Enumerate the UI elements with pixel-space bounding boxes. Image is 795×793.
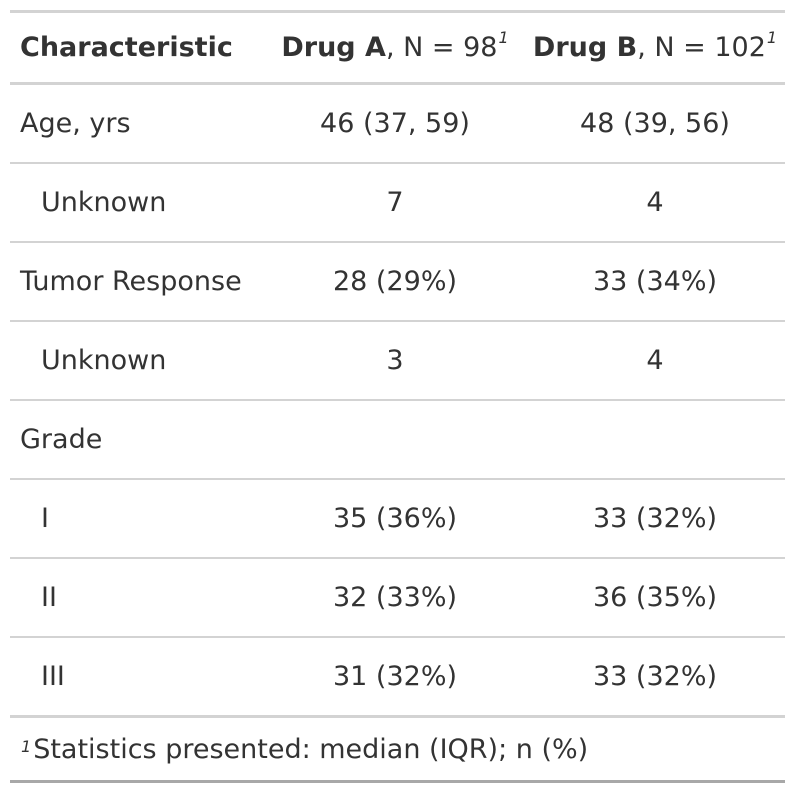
drug-a-cell: 7 — [386, 187, 404, 218]
row-label: I — [41, 503, 49, 534]
drug-a-cell: 35 (36%) — [332, 503, 458, 534]
drug-b-cell: 4 — [646, 345, 664, 376]
drug-b-cell — [525, 400, 785, 479]
table-header: Characteristic Drug A, N = 981 Drug B, N… — [10, 11, 785, 84]
summary-table-container: Characteristic Drug A, N = 981 Drug B, N… — [10, 10, 785, 783]
row-label: Unknown — [41, 187, 167, 218]
drug-b-header-name: Drug B — [532, 32, 638, 63]
drug-a-header-count: , N = 98 — [385, 32, 498, 63]
table-footnote: 1 Statistics presented: median (IQR); n … — [10, 718, 785, 783]
table-row: II 32 (33%) 36 (35%) — [10, 558, 785, 637]
footnote-mark: 1 — [21, 736, 32, 756]
drug-b-cell: 33 (32%) — [592, 661, 718, 692]
drug-a-cell: 28 (29%) — [332, 266, 458, 297]
drug-a-cell: 32 (33%) — [332, 582, 458, 613]
row-label: Grade — [20, 424, 103, 455]
row-label: Age, yrs — [20, 108, 131, 139]
row-label: Tumor Response — [20, 266, 242, 297]
drug-b-cell: 48 (39, 56) — [580, 108, 730, 139]
table-row: III 31 (32%) 33 (32%) — [10, 637, 785, 717]
table-row: Age, yrs 46 (37, 59) 48 (39, 56) — [10, 84, 785, 164]
row-label: II — [41, 582, 57, 613]
drug-b-header: Drug B, N = 1021 — [525, 12, 785, 84]
drug-a-cell — [265, 400, 525, 479]
table-row: Unknown 3 4 — [10, 321, 785, 400]
drug-b-cell: 4 — [646, 187, 664, 218]
table-row: I 35 (36%) 33 (32%) — [10, 479, 785, 558]
drug-a-header: Drug A, N = 981 — [265, 12, 525, 84]
drug-a-footnote-mark: 1 — [498, 28, 509, 47]
table-row: Unknown 7 4 — [10, 163, 785, 242]
drug-a-header-name: Drug A — [281, 32, 386, 63]
table-row: Grade — [10, 400, 785, 479]
summary-table: Characteristic Drug A, N = 981 Drug B, N… — [10, 10, 785, 718]
characteristic-header: Characteristic — [20, 32, 233, 63]
footnote-text: Statistics presented: median (IQR); n (%… — [33, 733, 589, 765]
drug-a-cell: 31 (32%) — [332, 661, 458, 692]
drug-a-cell: 3 — [386, 345, 404, 376]
drug-b-cell: 33 (32%) — [592, 503, 718, 534]
drug-a-cell: 46 (37, 59) — [320, 108, 470, 139]
table-row: Tumor Response 28 (29%) 33 (34%) — [10, 242, 785, 321]
drug-b-cell: 33 (34%) — [592, 266, 718, 297]
drug-b-header-count: , N = 102 — [637, 32, 766, 63]
drug-b-footnote-mark: 1 — [766, 28, 778, 47]
drug-b-cell: 36 (35%) — [592, 582, 718, 613]
header-row: Characteristic Drug A, N = 981 Drug B, N… — [10, 11, 785, 84]
table-body: Age, yrs 46 (37, 59) 48 (39, 56) Unknown… — [10, 84, 785, 717]
row-label: III — [41, 661, 65, 692]
row-label: Unknown — [41, 345, 167, 376]
